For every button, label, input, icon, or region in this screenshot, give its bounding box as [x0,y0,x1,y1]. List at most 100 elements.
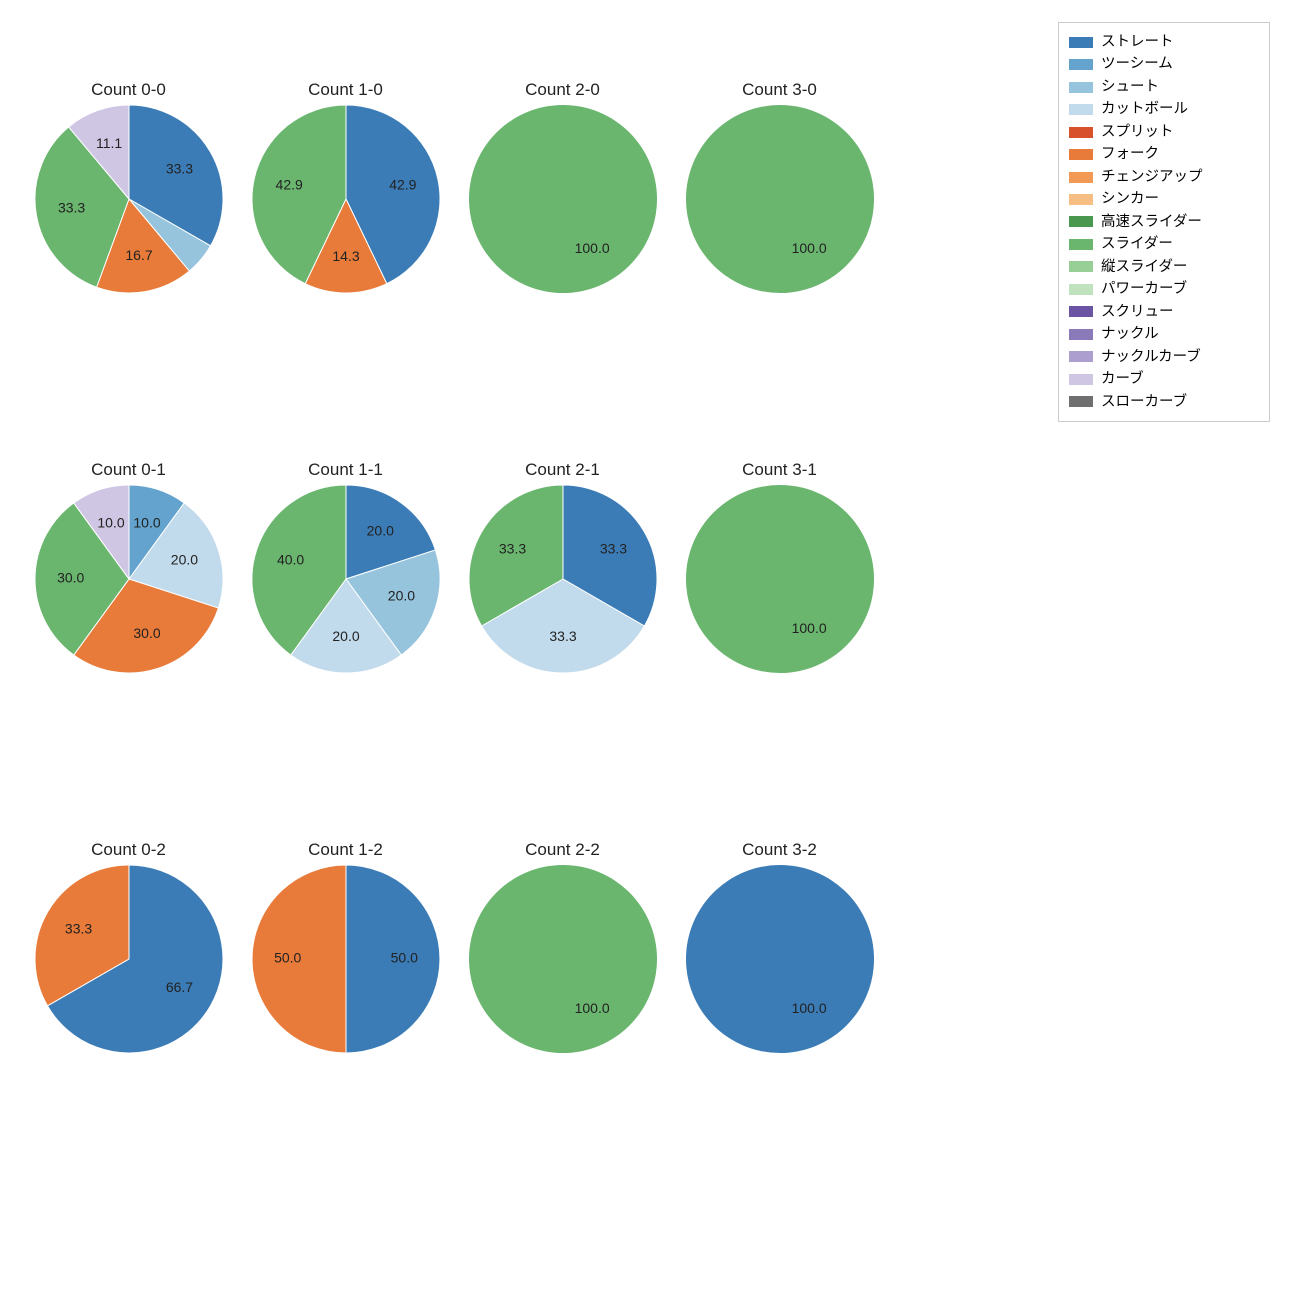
chart-title: Count 3-1 [671,460,888,480]
pie-chart: 10.0 20.0 30.0 30.0 10.0 [34,484,224,674]
legend-label: フォーク [1101,143,1159,165]
chart-row: Count 0-266.733.3Count 1-250.050.0Count … [20,800,890,1180]
pie-slice [686,105,874,293]
legend-label: スプリット [1101,121,1174,143]
slice-label: 16.7 [125,247,152,263]
pie-slice [686,865,874,1053]
legend-label: 縦スライダー [1101,256,1187,278]
legend-swatch [1069,261,1093,272]
slice-label: 42.9 [276,177,303,193]
legend-label: シュート [1101,76,1159,98]
pie-chart: 20.020.020.040.0 [251,484,441,674]
slice-label: 20.0 [171,552,198,568]
chart-cell: Count 3-0 100.0 [671,40,888,420]
legend-swatch [1069,194,1093,205]
legend-item: フォーク [1069,143,1259,165]
legend-label: スクリュー [1101,301,1174,323]
legend-label: カットボール [1101,98,1188,120]
slice-label: 33.3 [600,541,627,557]
legend-item: シュート [1069,76,1259,98]
pie-chart: 100.0 [685,864,875,1054]
legend-swatch [1069,396,1093,407]
legend-item: スプリット [1069,121,1259,143]
legend-label: パワーカーブ [1101,278,1187,300]
slice-label: 30.0 [57,570,84,586]
legend-swatch [1069,351,1093,362]
legend-label: シンカー [1101,188,1159,210]
chart-title: Count 2-2 [454,840,671,860]
pie-chart: 66.7 33.3 [34,864,224,1054]
chart-row: Count 0-033.316.733.311.1Count 1-042.914… [20,40,890,420]
chart-cell: Count 3-1 100.0 [671,420,888,800]
slice-label: 10.0 [97,514,124,530]
slice-label: 33.3 [65,921,92,937]
legend-swatch [1069,216,1093,227]
slice-label: 100.0 [792,620,827,636]
chart-title: Count 0-1 [20,460,237,480]
slice-label: 11.1 [96,135,122,151]
pie-chart: 50.0 50.0 [251,864,441,1054]
legend-swatch [1069,329,1093,340]
slice-label: 42.9 [389,177,416,193]
chart-cell: Count 1-250.050.0 [237,800,454,1180]
legend-label: ナックルカーブ [1101,346,1201,368]
chart-cell: Count 3-2100.0 [671,800,888,1180]
slice-label: 14.3 [332,248,359,264]
pie-slice [686,485,874,673]
legend-swatch [1069,59,1093,70]
slice-label: 100.0 [792,1000,827,1016]
pie-chart: 33.3 33.3 33.3 [468,484,658,674]
slice-label: 33.3 [549,628,576,644]
chart-cell: Count 0-033.316.733.311.1 [20,40,237,420]
slice-label: 20.0 [367,523,394,539]
chart-cell: Count 1-0 42.9 14.3 42.9 [237,40,454,420]
chart-cell: Count 0-1 10.0 20.0 30.0 30.0 10.0 [20,420,237,800]
slice-label: 100.0 [575,1000,610,1016]
legend-item: ストレート [1069,31,1259,53]
chart-cell: Count 2-0 100.0 [454,40,671,420]
legend-label: ナックル [1101,323,1159,345]
legend: ストレートツーシームシュートカットボールスプリットフォークチェンジアップシンカー… [1058,22,1270,422]
slice-label: 66.7 [166,979,193,995]
chart-cell: Count 2-2 100.0 [454,800,671,1180]
slice-label: 100.0 [792,240,827,256]
chart-title: Count 2-1 [454,460,671,480]
legend-swatch [1069,239,1093,250]
slice-label: 33.3 [499,541,526,557]
pie-chart: 100.0 [468,104,658,294]
slice-label: 33.3 [58,200,85,216]
slice-label: 30.0 [133,625,160,641]
chart-title: Count 3-0 [671,80,888,100]
legend-label: スローカーブ [1101,391,1187,413]
legend-item: スクリュー [1069,301,1259,323]
pie-chart: 33.316.733.311.1 [34,104,224,294]
pie-grid: Count 0-0 33.3 16.7 33.3 11.1 Count 1-0 42.9 14… [20,40,890,1180]
legend-label: チェンジアップ [1101,166,1203,188]
slice-label: 40.0 [277,552,304,568]
pie-chart: 100.0 [685,104,875,294]
legend-swatch [1069,374,1093,385]
legend-swatch [1069,284,1093,295]
legend-swatch [1069,306,1093,317]
legend-swatch [1069,82,1093,93]
legend-swatch [1069,104,1093,115]
legend-swatch [1069,149,1093,160]
chart-title: Count 1-0 [237,80,454,100]
slice-label: 50.0 [391,950,418,966]
legend-label: ツーシーム [1101,53,1173,75]
chart-title: Count 2-0 [454,80,671,100]
slice-label: 50.0 [274,950,301,966]
legend-item: ナックル [1069,323,1259,345]
legend-label: 高速スライダー [1101,211,1202,233]
pie-chart: 100.0 [468,864,658,1054]
legend-label: ストレート [1101,31,1174,53]
legend-item: 縦スライダー [1069,256,1259,278]
chart-title: Count 0-2 [20,840,237,860]
slice-label: 10.0 [133,514,160,530]
legend-item: スローカーブ [1069,391,1259,413]
pie-chart: 42.9 14.3 42.9 [251,104,441,294]
chart-title: Count 0-0 [20,80,237,100]
chart-cell: Count 0-2 66.7 33.3 [20,800,237,1180]
legend-item: カーブ [1069,368,1259,390]
legend-item: チェンジアップ [1069,166,1259,188]
